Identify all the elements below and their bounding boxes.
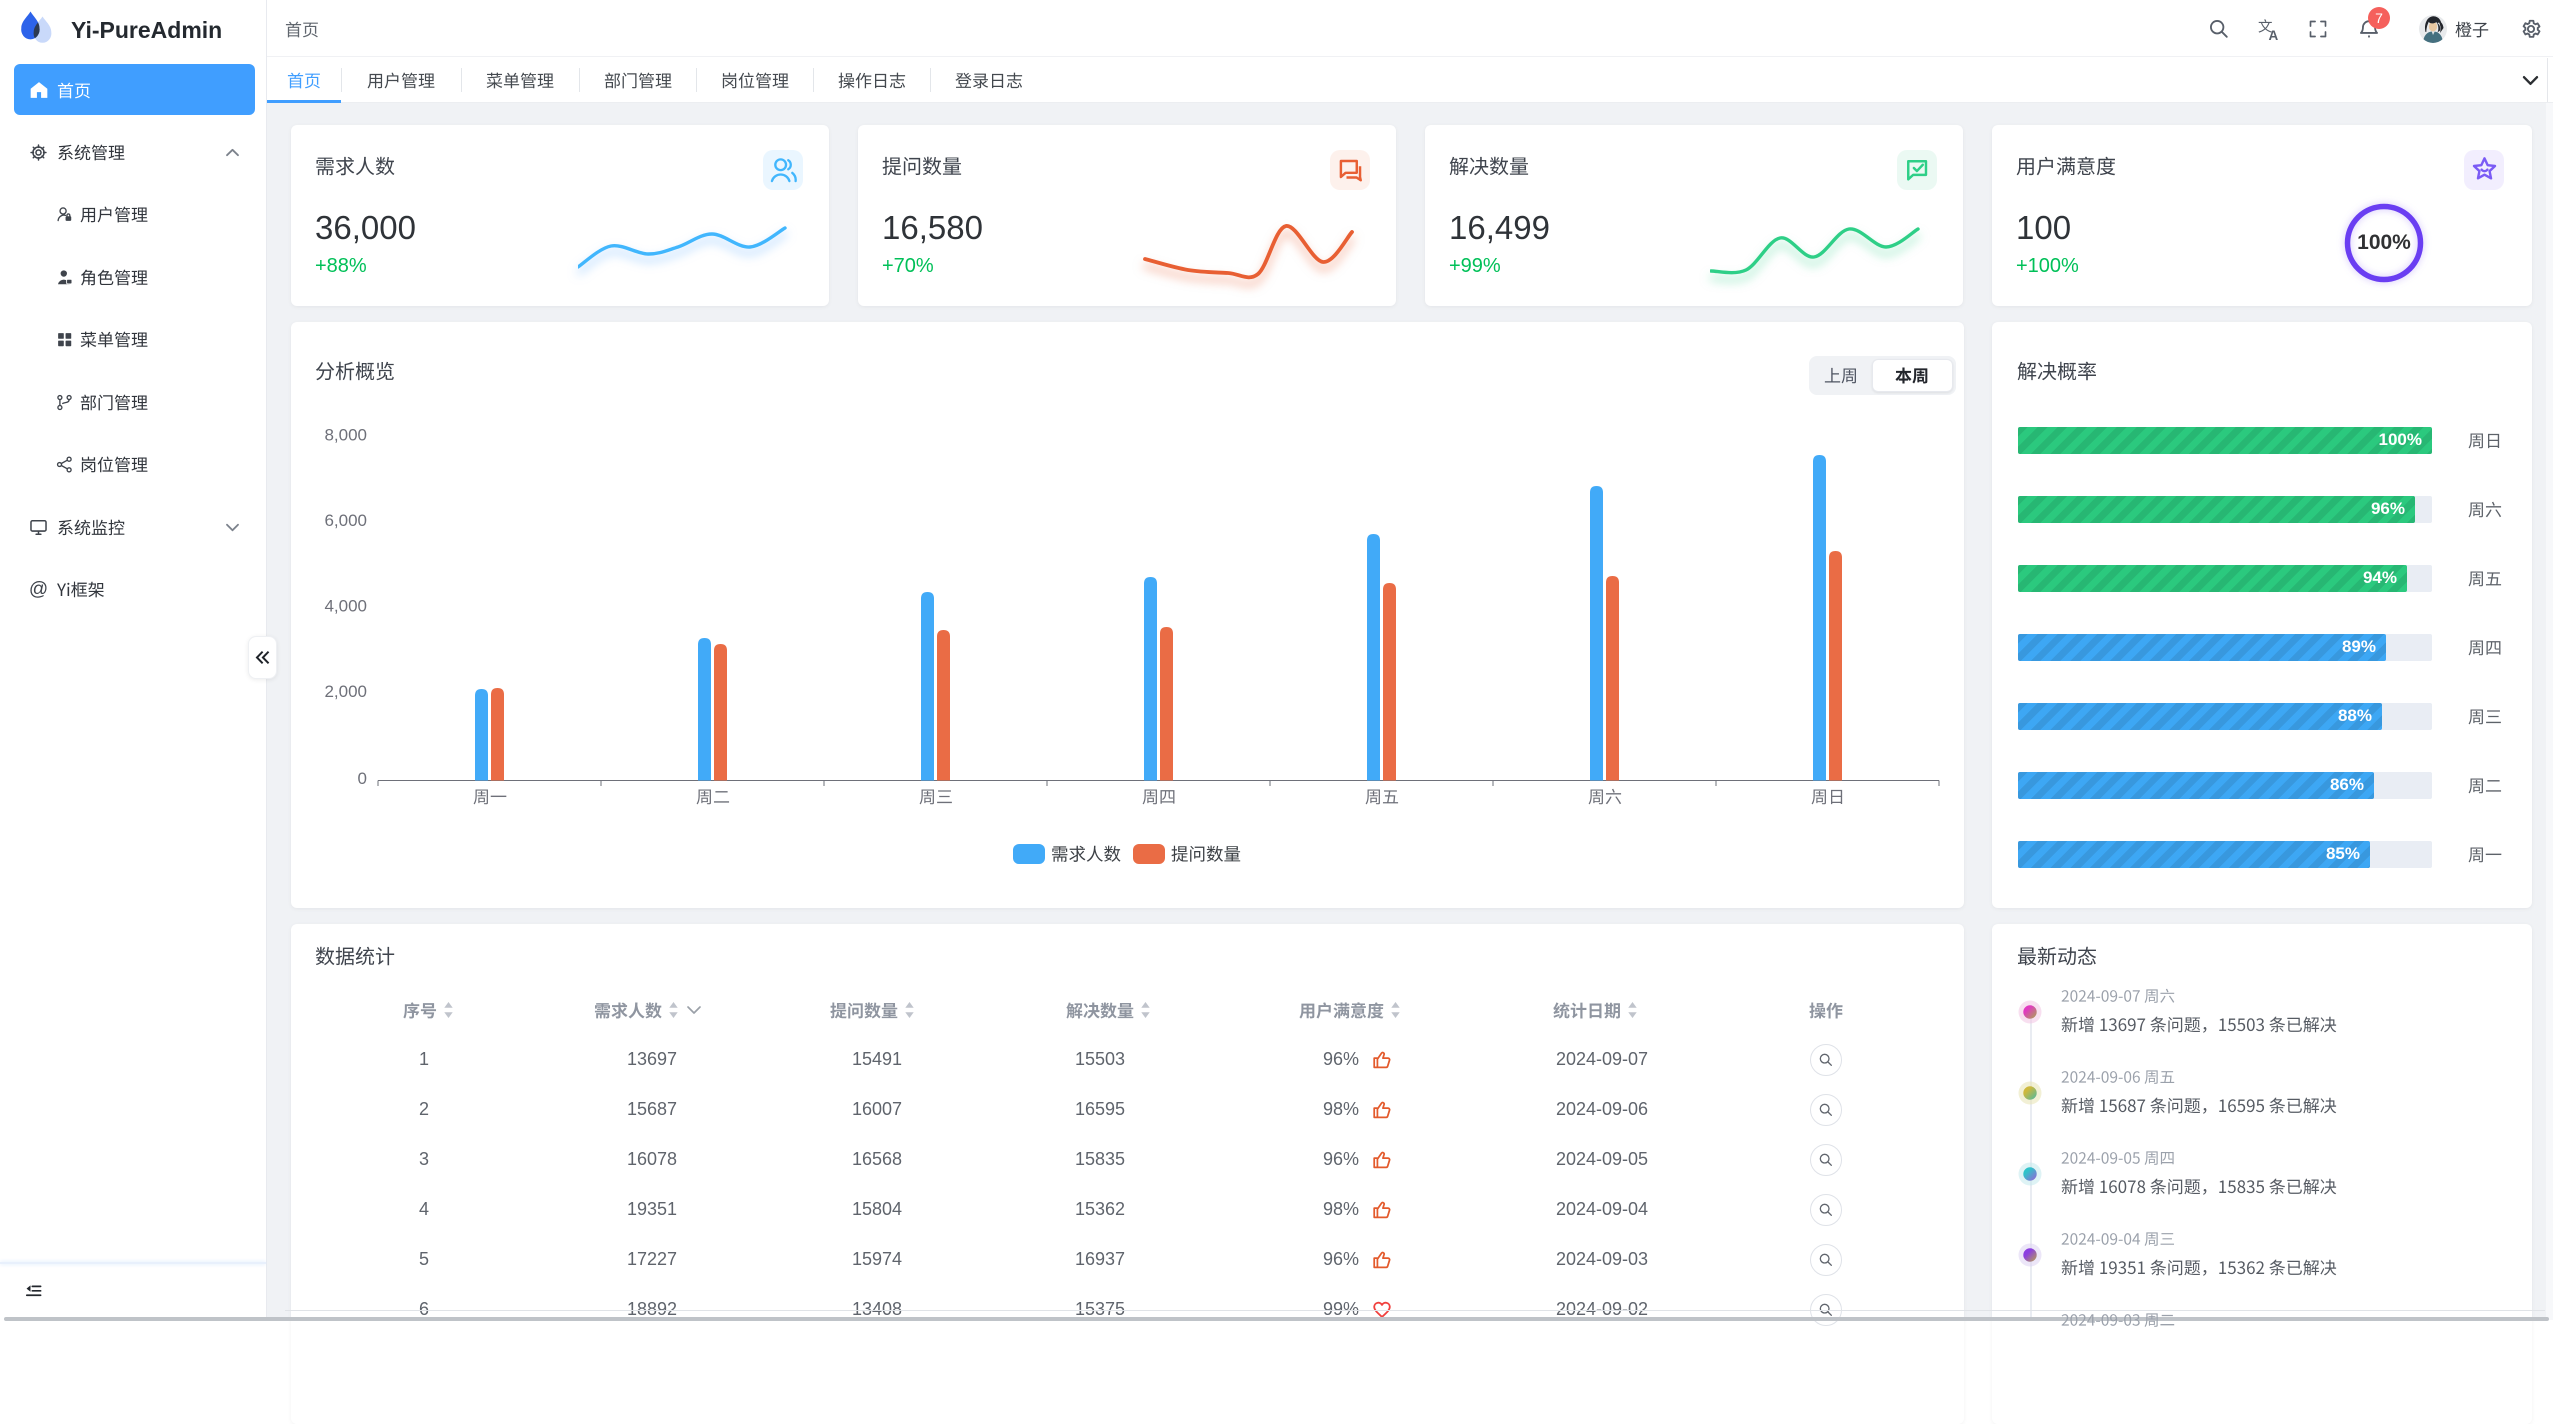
svg-text:0: 0 (358, 769, 367, 788)
svg-text:2,000: 2,000 (324, 682, 367, 701)
svg-text:8,000: 8,000 (324, 426, 367, 445)
svg-text:4,000: 4,000 (324, 597, 367, 616)
svg-text:A: A (2269, 28, 2279, 41)
svg-text:6,000: 6,000 (324, 511, 367, 530)
